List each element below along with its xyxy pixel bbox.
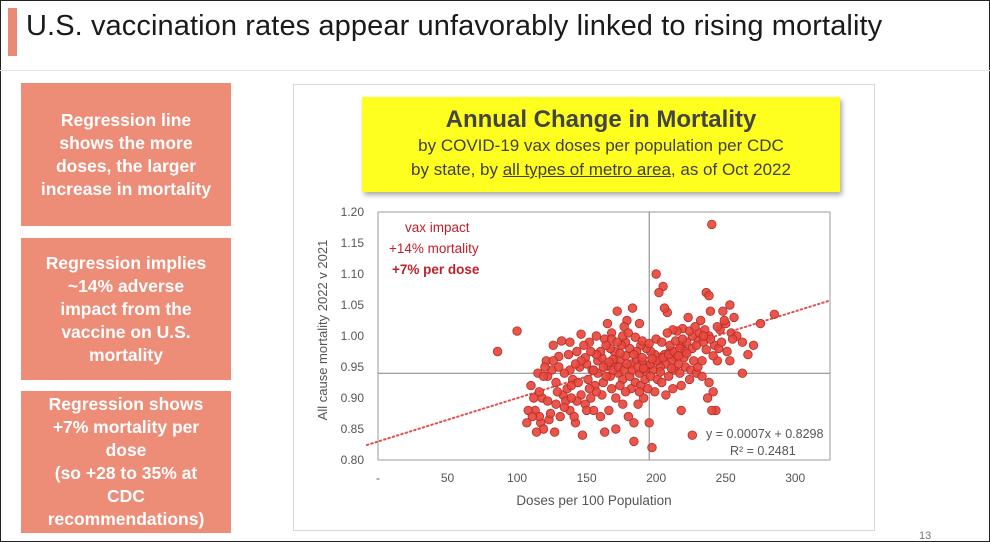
chart-title: Annual Change in Mortality: [445, 106, 757, 133]
subtitle-prefix: by state, by: [411, 160, 503, 179]
subtitle-underlined: all types of metro area: [502, 160, 671, 179]
callout-regression-line: Regression line shows the more doses, th…: [21, 83, 231, 226]
chart-header-box: Annual Change in Mortality by COVID-19 v…: [362, 97, 840, 192]
callout-regression-impact: Regression implies ~14% adverse impact f…: [21, 238, 231, 380]
subtitle-suffix: , as of Oct 2022: [670, 160, 791, 179]
title-accent-bar: [8, 8, 17, 56]
page-number: 13: [919, 530, 932, 542]
callout-per-dose: Regression shows +7% mortality per dose …: [21, 391, 231, 533]
chart-subtitle-line2: by state, by all types of metro area, as…: [362, 158, 840, 182]
callout-text: Regression line shows the more doses, th…: [40, 109, 212, 199]
callout-text: Regression shows +7% mortality per dose …: [47, 394, 205, 529]
chart-subtitle-line1: by COVID-19 vax doses per population per…: [418, 136, 784, 155]
slide-title: U.S. vaccination rates appear unfavorabl…: [26, 10, 883, 42]
callout-text: Regression implies ~14% adverse impact f…: [45, 252, 207, 365]
title-divider: [0, 70, 990, 71]
